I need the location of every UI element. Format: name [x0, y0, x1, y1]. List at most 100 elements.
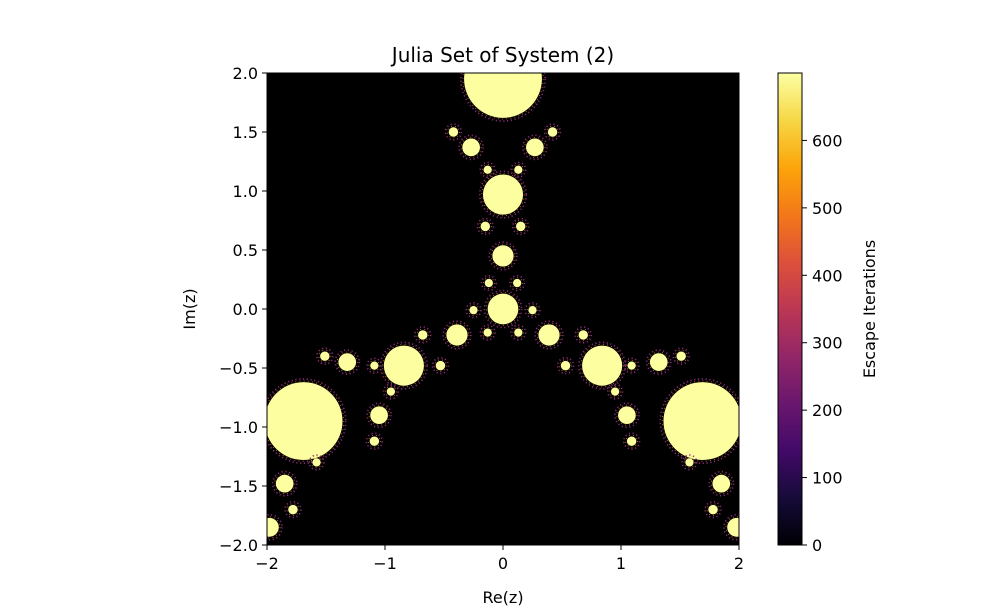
fractal-boundary-glow [609, 385, 621, 398]
fractal-boundary-glow [625, 434, 638, 448]
fractal-boundary-glow [368, 404, 390, 426]
fractal-component [618, 406, 636, 425]
fractal-boundary [556, 356, 575, 375]
fractal-boundary-glow [490, 243, 516, 269]
fractal-boundary-glow [434, 359, 447, 373]
fractal-boundary [543, 123, 562, 141]
fractal-boundary [379, 341, 428, 390]
fractal-component [663, 382, 739, 461]
colorbar-tick-label: 100 [812, 469, 843, 488]
fractal-boundary-glow [512, 326, 525, 339]
fractal-component [386, 387, 396, 396]
fractal-boundary-glow [286, 503, 300, 516]
fractal-boundary-glow [385, 385, 397, 398]
fractal-boundary-glow [524, 136, 546, 158]
fractal-component [582, 345, 623, 386]
fractal-component [288, 504, 298, 515]
fractal-component [578, 330, 588, 340]
fractal-boundary-glow [460, 136, 482, 158]
fractal-component [492, 245, 514, 267]
fractal-boundary-glow [462, 73, 544, 120]
fractal-boundary-glow [514, 220, 528, 233]
fractal-boundary-glow [318, 349, 332, 363]
fractal-component [649, 353, 668, 371]
fractal-boundary-glow [444, 322, 470, 348]
fractal-boundary [488, 241, 518, 271]
fractal-boundary-glow [625, 359, 638, 372]
fractal-boundary [672, 347, 690, 365]
x-axis-label: Re(z) [482, 588, 523, 607]
fractal-component [469, 306, 478, 315]
y-axis-label: Im(z) [180, 288, 199, 329]
fractal-boundary [522, 134, 548, 161]
y-axis: −2.0 −1.5 −1.0 −0.5 0.0 0.5 1.0 1.5 2.0 [219, 64, 267, 555]
fractal-boundary [460, 73, 546, 122]
fractal-boundary-glow [467, 304, 480, 316]
colorbar-tick-label: 0 [812, 536, 822, 555]
fractal-boundary [366, 402, 392, 429]
fractal-boundary [511, 217, 530, 236]
fractal-component [515, 221, 526, 232]
fractal-boundary [534, 320, 564, 350]
fractal-component [538, 324, 560, 346]
fractal-boundary-glow [674, 349, 688, 363]
plot-area [266, 72, 740, 546]
fractal-boundary [284, 500, 302, 519]
fractal-boundary [574, 326, 592, 344]
y-tick-label: −2.0 [219, 536, 258, 555]
colorbar-label: Escape Iterations [860, 240, 879, 378]
colorbar-tick-label: 600 [812, 131, 843, 150]
fractal-boundary [365, 432, 384, 450]
fractal-boundary [606, 383, 624, 400]
fractal-component [267, 517, 279, 537]
fractal-component [320, 351, 330, 361]
y-tick-label: −1.5 [219, 477, 258, 496]
fractal-boundary-glow [486, 292, 520, 326]
fractal-boundary [645, 349, 672, 375]
fractal-boundary [483, 289, 523, 329]
fractal-boundary [458, 134, 484, 161]
fractal-boundary [442, 320, 472, 350]
fractal-component [514, 328, 523, 337]
fractal-component [487, 293, 519, 325]
fractal-boundary [622, 432, 641, 450]
fractal-boundary [704, 500, 722, 519]
fractal-boundary [479, 161, 496, 178]
fractal-boundary-glow [576, 328, 590, 342]
fractal-boundary [524, 302, 541, 319]
fractal-boundary [479, 324, 496, 341]
fractal-boundary [476, 217, 495, 236]
fractal-boundary [623, 357, 640, 374]
fractal-component [275, 474, 294, 493]
y-tick-label: −1.0 [219, 418, 258, 437]
fractal-boundary [578, 341, 627, 390]
fractal-boundary [478, 170, 528, 219]
fractal-component [383, 345, 424, 386]
fractal-boundary [382, 383, 400, 400]
fractal-boundary [510, 161, 527, 178]
fractal-component [312, 458, 321, 467]
fractal-component [484, 278, 493, 288]
colorbar-gradient [777, 72, 803, 546]
fractal-boundary [444, 123, 463, 141]
fractal-component [483, 328, 492, 337]
colorbar-tick-label: 200 [812, 401, 843, 420]
fractal-boundary [267, 378, 347, 465]
fractal-component [267, 382, 343, 461]
y-tick-label: −0.5 [219, 359, 258, 378]
fractal-boundary-glow [710, 473, 732, 495]
fractal-component [528, 306, 537, 315]
colorbar-tick-label: 500 [812, 199, 843, 218]
fractal-boundary-glow [368, 359, 381, 372]
fractal-boundary [316, 347, 334, 365]
fractal-component [547, 127, 558, 137]
fractal-component [708, 504, 718, 515]
fractal-boundary-glow [546, 125, 559, 139]
fractal-boundary-glow [274, 473, 296, 495]
fractal-component [483, 165, 492, 174]
fractal-boundary [659, 378, 739, 465]
fractal-boundary [366, 357, 383, 374]
fractal-boundary-glow [478, 220, 492, 233]
fractal-boundary-glow [683, 456, 696, 469]
colorbar: 0 100 200 300 400 500 600 Escape Iterations [777, 72, 879, 555]
